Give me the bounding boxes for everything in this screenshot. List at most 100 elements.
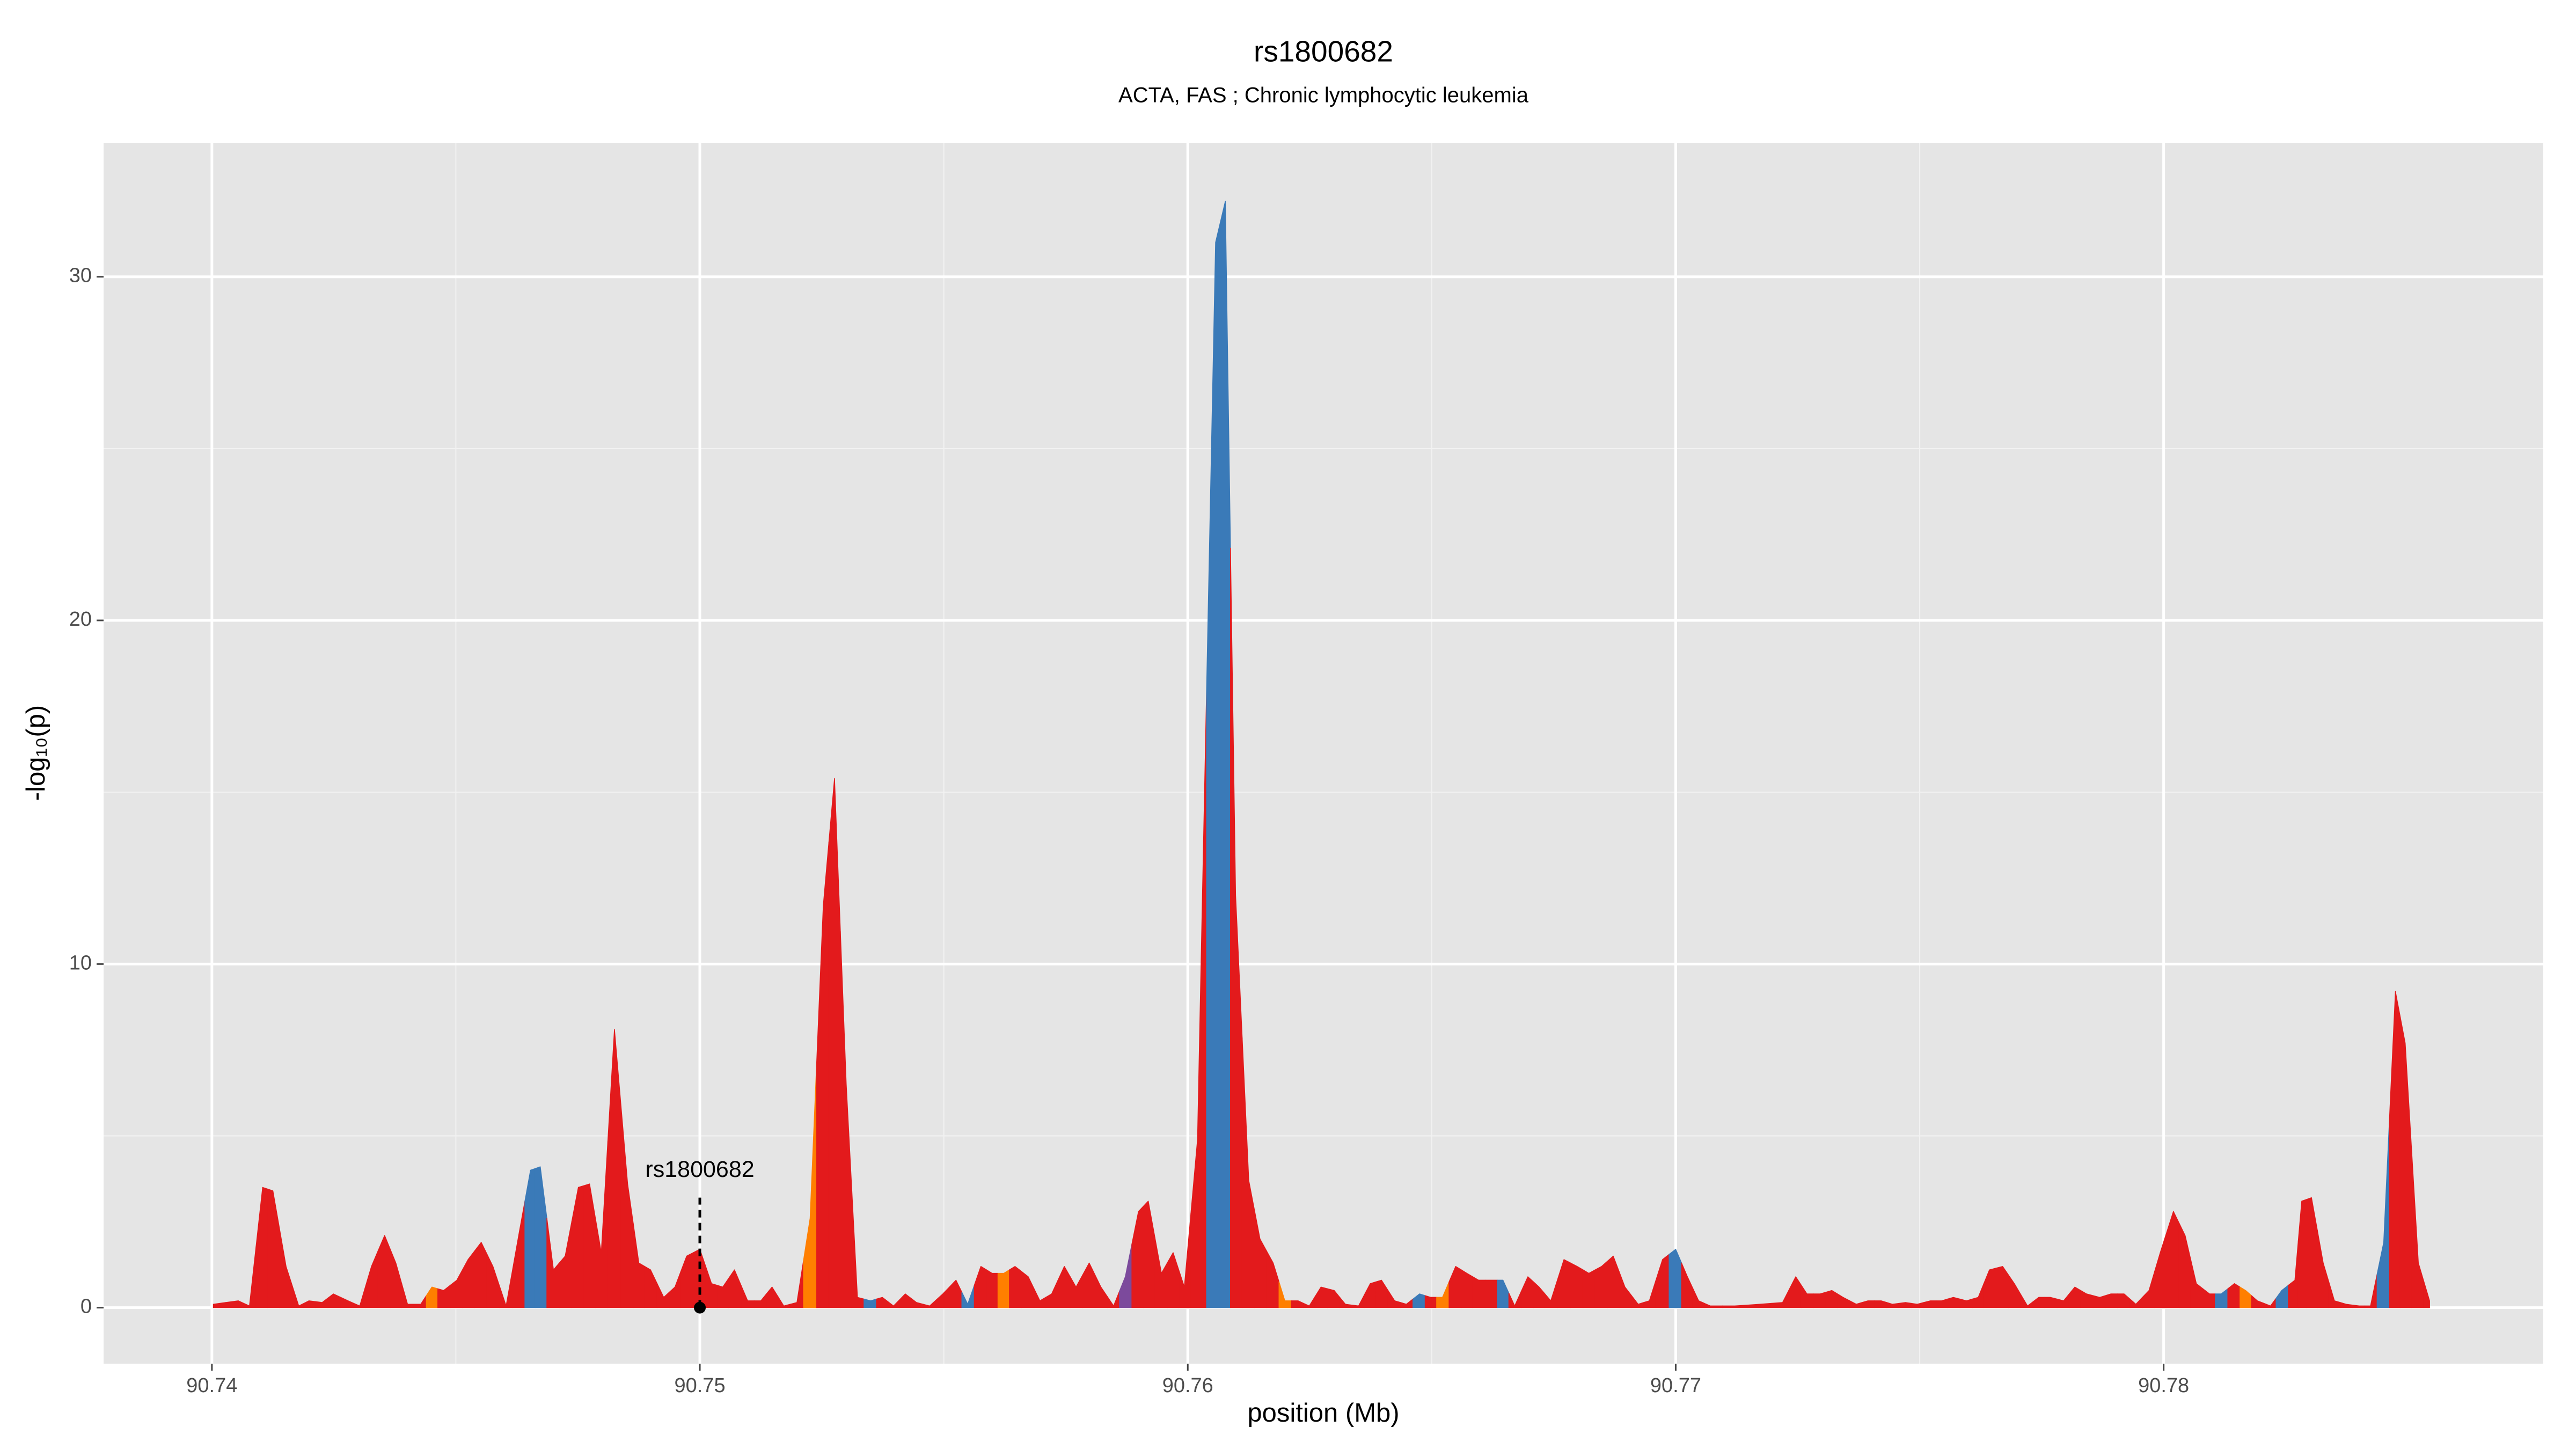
area-segment — [1545, 1279, 1558, 1308]
area-segment — [1668, 1249, 1682, 1308]
area-segment — [1254, 1209, 1267, 1308]
area-segment — [1241, 1037, 1255, 1308]
area-segment — [633, 1223, 646, 1308]
area-segment — [1178, 1212, 1191, 1308]
area-segment — [2411, 1152, 2425, 1308]
area-segment — [2092, 1295, 2106, 1308]
x-tick-label: 90.77 — [1650, 1374, 1701, 1397]
area-segment — [1220, 201, 1231, 1308]
x-axis-label: position (Mb) — [1247, 1399, 1399, 1428]
area-segment — [753, 1293, 767, 1308]
area-segment — [292, 1285, 304, 1308]
area-segment — [2352, 1305, 2366, 1308]
area-segment — [1947, 1297, 1960, 1308]
area-segment — [2297, 1199, 2307, 1308]
y-tick-label: 20 — [69, 608, 92, 631]
area-segment — [2364, 1274, 2378, 1308]
area-segment — [935, 1286, 950, 1308]
y-tick-label: 10 — [69, 952, 92, 974]
area-segment — [595, 1140, 609, 1308]
area-segment — [225, 1300, 245, 1308]
area-segment — [1813, 1292, 1827, 1308]
area-segment — [474, 1242, 488, 1308]
area-segment — [1291, 1300, 1304, 1308]
area-segment — [1413, 1293, 1426, 1308]
area-segment — [1770, 1289, 1790, 1308]
area-segment — [923, 1299, 937, 1308]
area-segment — [2008, 1275, 2022, 1308]
area-segment — [2240, 1286, 2252, 1308]
area-segment — [803, 1062, 817, 1308]
area-segment — [1107, 1291, 1120, 1308]
area-segment — [1837, 1293, 1850, 1308]
area-segment — [1034, 1288, 1046, 1308]
y-axis-label: -log₁₀(p) — [21, 705, 50, 801]
area-segment — [1375, 1279, 1389, 1308]
area-segment — [1886, 1302, 1900, 1308]
area-segment — [1461, 1269, 1473, 1308]
area-segment — [1655, 1254, 1670, 1308]
area-segment — [1862, 1300, 1875, 1308]
area-segment — [1143, 1201, 1155, 1308]
area-segment — [1594, 1261, 1608, 1308]
area-segment — [2044, 1297, 2058, 1308]
area-segment — [365, 1250, 379, 1308]
area-segment — [840, 931, 853, 1308]
area-segment — [462, 1250, 475, 1308]
y-tick-label: 30 — [69, 265, 92, 287]
area-segment — [1351, 1294, 1365, 1308]
plot-background — [104, 143, 2543, 1364]
x-tick-label: 90.76 — [1162, 1374, 1213, 1397]
area-segment — [2423, 1281, 2430, 1308]
area-segment — [2389, 991, 2401, 1308]
area-segment — [2020, 1294, 2034, 1308]
x-tick-label: 90.75 — [674, 1374, 725, 1397]
area-segment — [1057, 1266, 1071, 1308]
area-segment — [1801, 1285, 1814, 1308]
area-segment — [1935, 1298, 1948, 1308]
chart-subtitle: ACTA, FAS ; Chronic lymphocytic leukemia — [1118, 84, 1529, 107]
area-segment — [669, 1271, 682, 1308]
area-segment — [2288, 1240, 2299, 1308]
area-segment — [876, 1297, 889, 1308]
area-segment — [1825, 1290, 1838, 1308]
area-segment — [1874, 1300, 1887, 1308]
area-segment — [1692, 1288, 1705, 1308]
area-segment — [546, 1218, 560, 1308]
area-segment — [1327, 1288, 1341, 1308]
area-segment — [1448, 1266, 1462, 1308]
area-segment — [2068, 1286, 2081, 1308]
area-segment — [559, 1221, 573, 1308]
area-segment — [327, 1293, 341, 1308]
area — [213, 201, 2430, 1308]
area-segment — [728, 1269, 742, 1308]
area-segment — [899, 1293, 912, 1308]
area-segment — [1983, 1268, 1997, 1308]
area-segment — [1533, 1281, 1546, 1308]
x-tick-label: 90.74 — [186, 1374, 237, 1397]
area-segment — [401, 1283, 415, 1308]
y-tick-label: 0 — [80, 1296, 92, 1318]
area-segment — [2251, 1295, 2265, 1308]
area-segment — [1314, 1286, 1328, 1308]
area-segment — [1959, 1298, 1973, 1308]
area-segment — [1070, 1275, 1084, 1308]
area-segment — [863, 1298, 877, 1308]
area-segment — [512, 1201, 525, 1308]
area-segment — [2202, 1288, 2216, 1308]
area-segment — [1972, 1283, 1985, 1308]
area-segment — [571, 1185, 584, 1308]
area-segment — [1387, 1290, 1401, 1308]
area-segment — [887, 1299, 900, 1308]
area-segment — [1898, 1302, 1912, 1308]
area-segment — [1400, 1298, 1414, 1308]
area-segment — [1131, 1205, 1144, 1308]
area-segment — [2215, 1288, 2228, 1308]
area-segment — [426, 1286, 438, 1308]
area-segment — [1021, 1271, 1035, 1308]
area-segment — [2166, 1211, 2180, 1308]
area-segment — [1746, 1302, 1772, 1308]
area-segment — [1339, 1297, 1352, 1308]
area-segment — [2117, 1293, 2131, 1308]
area-segment — [315, 1298, 328, 1308]
